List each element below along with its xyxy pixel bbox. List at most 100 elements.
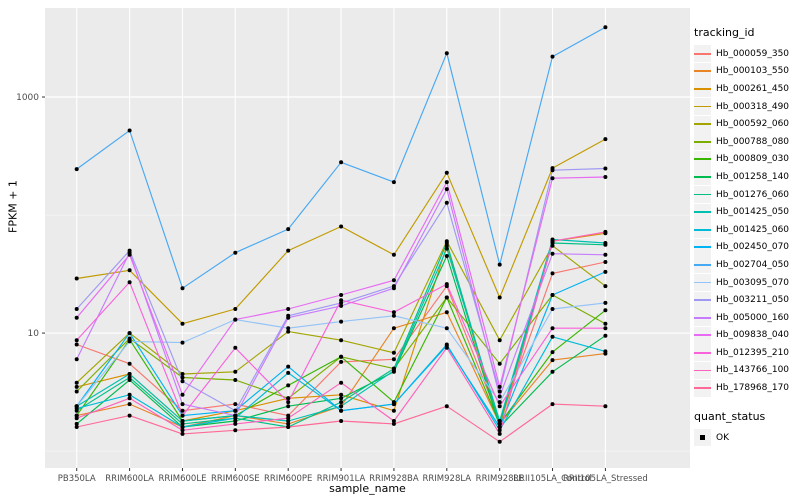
- data-point: [339, 160, 344, 165]
- data-point: [444, 326, 449, 331]
- legend-key-swatch: [694, 379, 711, 397]
- series-color-line-icon: [694, 140, 711, 143]
- data-point: [74, 167, 79, 172]
- series-color-line-icon: [694, 351, 711, 354]
- data-point: [444, 345, 449, 350]
- data-point: [497, 262, 502, 267]
- data-point: [286, 396, 291, 401]
- data-point: [233, 428, 238, 433]
- legend-title-quant-status: quant_status: [694, 409, 766, 423]
- legend-entry-Hb_000788_080: Hb_000788_080: [694, 133, 800, 151]
- data-point: [127, 268, 132, 273]
- legend-entry-label: Hb_001425_060: [716, 224, 790, 235]
- legend-entry-label: Hb_001276_060: [716, 189, 790, 200]
- data-point: [444, 282, 449, 287]
- data-point: [497, 428, 502, 433]
- data-point: [497, 384, 502, 389]
- data-point: [127, 252, 132, 257]
- data-point: [444, 404, 449, 409]
- x-tick-label: RRIM901LA: [317, 474, 366, 484]
- series-color-line-icon: [694, 228, 711, 231]
- data-point: [286, 400, 291, 405]
- data-point: [444, 187, 449, 192]
- legend-key-swatch: [694, 361, 711, 379]
- data-point: [444, 246, 449, 251]
- data-point: [286, 419, 291, 423]
- data-point: [603, 308, 608, 313]
- series-color-line-icon: [694, 158, 711, 161]
- legend-key-swatch: [694, 133, 711, 151]
- data-point: [603, 260, 608, 264]
- legend-entry-Hb_143766_100: Hb_143766_100: [694, 361, 800, 380]
- data-point: [391, 313, 396, 318]
- series-color-line-icon: [694, 264, 711, 266]
- data-point: [286, 326, 291, 331]
- data-point: [127, 331, 132, 336]
- data-point: [497, 431, 502, 436]
- data-point: [603, 25, 608, 30]
- legend-entry-label: Hb_000059_350: [716, 48, 790, 59]
- data-point: [550, 334, 555, 339]
- series-color-line-icon: [694, 369, 711, 372]
- data-point: [127, 396, 132, 401]
- data-point: [550, 54, 555, 59]
- data-point: [127, 339, 132, 344]
- data-point: [233, 421, 238, 426]
- data-point: [603, 300, 608, 305]
- legend-entry-Hb_000592_060: Hb_000592_060: [694, 115, 800, 133]
- data-point: [74, 276, 79, 281]
- legend-key-swatch: [694, 62, 711, 80]
- data-point: [339, 319, 344, 324]
- data-point: [550, 168, 555, 173]
- data-point: [497, 389, 502, 394]
- legend-key-swatch: [694, 256, 711, 274]
- data-point: [127, 372, 132, 376]
- legend-entry-label: Hb_143766_100: [716, 365, 790, 376]
- data-point: [444, 200, 449, 205]
- legend-entry-Hb_003095_070: Hb_003095_070: [694, 274, 800, 292]
- data-point: [74, 404, 79, 409]
- data-point: [127, 128, 132, 133]
- data-point: [603, 349, 608, 354]
- data-point: [603, 404, 608, 409]
- data-point: [444, 180, 449, 185]
- data-point: [339, 224, 344, 229]
- data-point: [286, 421, 291, 426]
- data-point: [180, 372, 185, 376]
- legend-entry-label: Hb_001425_050: [716, 207, 790, 218]
- data-point: [339, 396, 344, 401]
- legend-key-swatch: [694, 221, 711, 239]
- series-color-line-icon: [694, 211, 711, 214]
- data-point: [550, 358, 555, 363]
- legend-key-swatch: [694, 309, 711, 327]
- data-point: [286, 329, 291, 334]
- x-axis-title: sample_name: [329, 482, 406, 495]
- x-tick-label: RRIM600LA: [105, 474, 154, 484]
- data-point: [391, 180, 396, 185]
- data-point: [550, 369, 555, 374]
- x-tick-label: PB350LA: [58, 474, 96, 484]
- data-point: [180, 421, 185, 426]
- data-point: [74, 416, 79, 421]
- plot-panel: [45, 8, 690, 468]
- data-point: [127, 361, 132, 366]
- legend-entry-label: Hb_003095_070: [716, 277, 790, 288]
- data-point: [550, 350, 555, 355]
- data-point: [497, 400, 502, 405]
- data-point: [180, 425, 185, 429]
- data-point: [74, 338, 79, 343]
- data-point: [74, 342, 79, 347]
- data-point: [339, 354, 344, 359]
- data-point: [74, 384, 79, 389]
- legend-entry-Hb_002450_070: Hb_002450_070: [694, 238, 800, 257]
- legend-key-swatch: [694, 186, 711, 204]
- data-point: [603, 229, 608, 234]
- y-axis-title: FPKM + 1: [6, 180, 20, 233]
- x-tick-label: RRIM600PE: [264, 474, 312, 484]
- data-point: [74, 389, 79, 394]
- data-point: [339, 293, 344, 297]
- data-point: [180, 379, 185, 384]
- data-point: [444, 51, 449, 56]
- data-point: [286, 364, 291, 369]
